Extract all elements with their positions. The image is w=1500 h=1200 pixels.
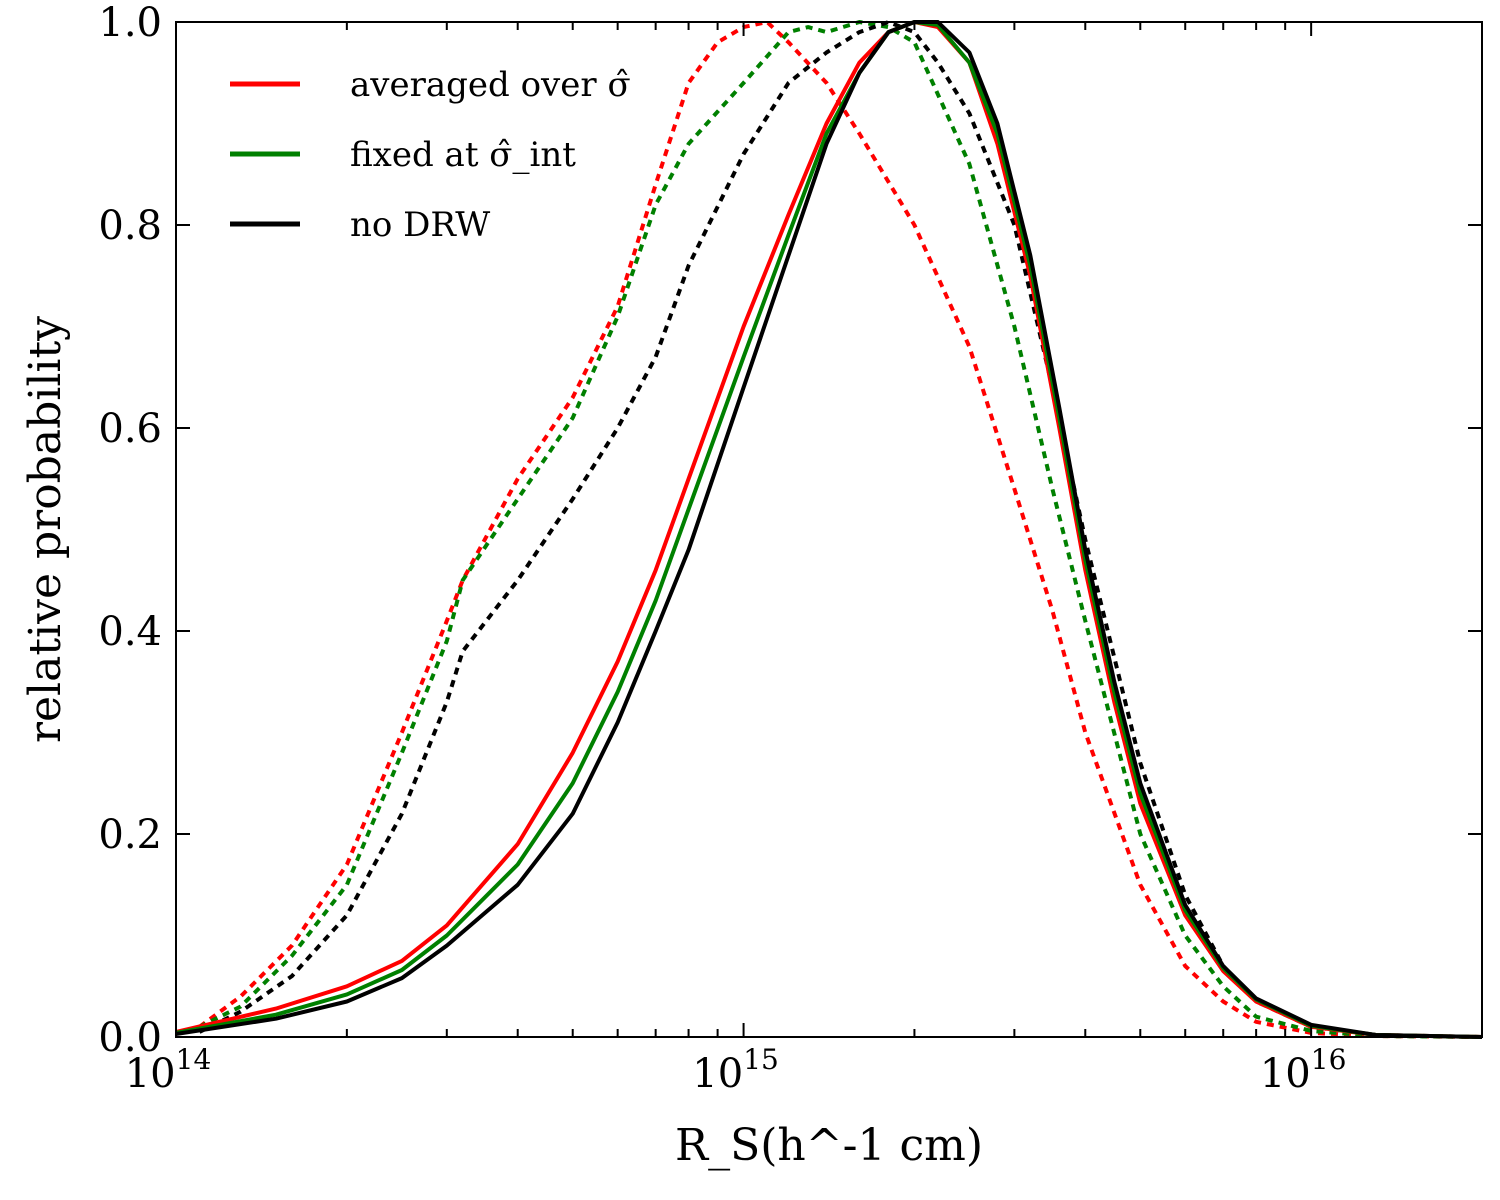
y-tick-label: 0.0 (98, 1015, 162, 1061)
legend-label: fixed at σ̂_int (350, 135, 576, 175)
x-tick-label: 1015 (692, 1043, 779, 1097)
series-line-4 (198, 20, 1483, 1039)
y-tick-label: 0.6 (98, 406, 162, 452)
x-tick-label: 1014 (125, 1043, 212, 1097)
y-tick-label: 0.2 (98, 812, 162, 858)
legend-label: averaged over σ̂ (350, 65, 631, 105)
legend-label: no DRW (350, 205, 490, 245)
x-axis-title: R_S(h^-1 cm) (675, 1120, 983, 1171)
ticks-layer: 0.0 0.2 0.4 0.6 0.8 1.0 1014 1015 1016 (98, 0, 1483, 1097)
x-tick-label: 1016 (1260, 1043, 1347, 1097)
y-tick-label: 0.4 (98, 609, 162, 655)
y-axis-title: relative probability (20, 316, 71, 743)
y-tick-label: 0.8 (98, 203, 162, 249)
series-line-3 (175, 20, 1483, 1039)
y-tick-label: 1.0 (98, 0, 162, 46)
series-layer (175, 20, 1483, 1039)
series-line-6 (198, 20, 1483, 1039)
plot-frame (175, 21, 1483, 1038)
